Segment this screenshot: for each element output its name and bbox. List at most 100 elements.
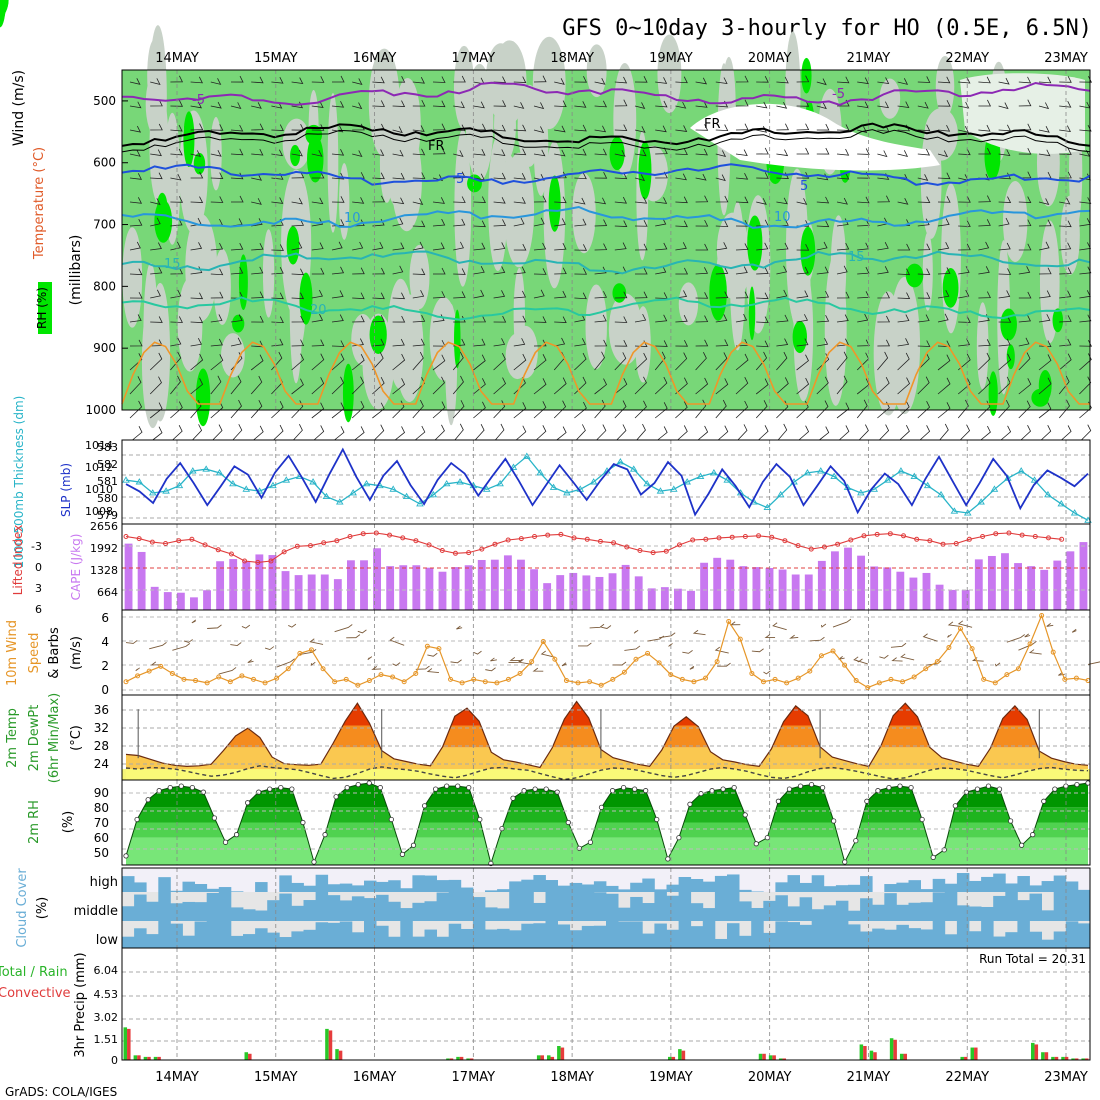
wind10-barb <box>207 624 222 629</box>
li-point <box>624 544 630 550</box>
wind-barb <box>432 401 446 419</box>
wind-barb <box>352 241 364 251</box>
wind10-label-a: 10m Wind <box>5 620 20 686</box>
wind-barb <box>149 426 163 443</box>
precip-conv-bar <box>550 1056 555 1060</box>
precip-total-bar <box>325 1028 329 1060</box>
wind-barb <box>230 242 244 251</box>
wind-barb <box>735 400 749 419</box>
rh-point <box>908 784 914 791</box>
cloud-bar <box>944 892 958 921</box>
cloud-bar <box>412 875 425 892</box>
wind-barb <box>412 351 424 371</box>
wind-barb <box>513 315 527 323</box>
wind-barb <box>453 101 465 109</box>
wind10-point <box>958 626 964 632</box>
wind-barb <box>816 78 827 86</box>
cape-bar <box>974 559 983 610</box>
wind10-barb <box>135 667 140 672</box>
thickness-point <box>1030 476 1039 483</box>
rh-point <box>831 818 837 824</box>
wind-barb <box>553 426 567 443</box>
rh-point <box>775 798 781 804</box>
cape-bar <box>1040 569 1049 610</box>
wind-barb <box>170 375 181 395</box>
isotherm-label: FR <box>428 139 445 154</box>
wind-barb <box>331 353 345 371</box>
wind-barb <box>432 218 446 227</box>
precip-total-bar <box>456 1056 460 1060</box>
temp-tick-label: 24 <box>94 757 109 771</box>
cloud-bar <box>799 882 813 892</box>
wind-barb <box>715 174 726 182</box>
rh-high-patch <box>800 226 816 276</box>
cloud-bar <box>606 885 619 892</box>
rh-point <box>1007 818 1014 824</box>
rh-point <box>930 854 936 861</box>
wind-barb <box>776 423 788 443</box>
precip-conv-bar <box>974 1047 978 1060</box>
wind-barb <box>311 313 324 323</box>
wind-barb <box>473 315 487 323</box>
thickness-point <box>148 489 157 496</box>
wind-barb <box>735 291 749 299</box>
thickness-point <box>523 452 531 459</box>
li-point <box>321 540 327 546</box>
wind-barb <box>937 313 949 323</box>
wind-barb <box>271 292 284 300</box>
cape-bar <box>1027 566 1036 610</box>
wind-barb <box>836 197 848 205</box>
wind-barb <box>150 266 163 275</box>
thickness-point <box>937 490 945 498</box>
cloud-bar <box>134 882 147 892</box>
wind-barb <box>1038 290 1051 299</box>
wind-barb <box>230 399 242 419</box>
wind-barb <box>735 313 748 323</box>
rh-high-patch <box>290 144 301 167</box>
wind-barb <box>533 217 545 227</box>
wind-barb <box>917 124 931 132</box>
wind-barb <box>594 125 607 133</box>
wind-barb <box>978 219 991 227</box>
cape-bar <box>1014 563 1022 610</box>
cloud-bar <box>497 889 510 892</box>
cloud-bar <box>339 921 353 948</box>
cape-bar <box>451 567 460 610</box>
precip-conv-bar <box>1064 1056 1069 1060</box>
cape-bar <box>281 571 290 610</box>
cloud-bar <box>569 892 583 921</box>
wind-barb <box>756 172 769 179</box>
wind-barb <box>392 338 405 347</box>
wind10-barb <box>509 657 521 661</box>
wind-barb <box>655 100 668 108</box>
cloud-bar <box>593 925 607 948</box>
wind10-point <box>1039 613 1045 619</box>
wind-barb <box>311 150 323 157</box>
cape-bar <box>713 557 722 610</box>
rh-tick-label: 90 <box>94 786 109 800</box>
rh-point <box>886 784 892 791</box>
isotherm-label: -5 <box>832 87 845 102</box>
cloud-bar <box>1029 893 1042 921</box>
wind-barb <box>796 75 810 83</box>
wind10-point <box>807 668 813 674</box>
wind-barb <box>331 101 345 108</box>
rh-label-a: 2m RH <box>27 800 42 844</box>
wind10-barb <box>647 635 665 642</box>
wind-barb <box>1038 102 1050 110</box>
cloud-bar <box>956 921 970 948</box>
wind-barb <box>897 78 909 85</box>
wind-barb <box>311 218 324 227</box>
slp-thickness-panel: 58358258158057910141012101010081000-500m… <box>12 396 1092 568</box>
wind10-point <box>726 618 732 624</box>
rh-high-patch <box>1052 308 1064 333</box>
wind-barb <box>756 75 769 83</box>
rh-point <box>278 784 284 791</box>
wind-barb <box>574 101 587 108</box>
cloud-bar <box>896 882 909 892</box>
cloud-bar <box>364 921 377 948</box>
wind10-point <box>703 675 709 681</box>
wind10-barb <box>518 658 532 665</box>
rh-low-patch <box>395 294 424 403</box>
isotherm-line <box>121 341 1090 405</box>
